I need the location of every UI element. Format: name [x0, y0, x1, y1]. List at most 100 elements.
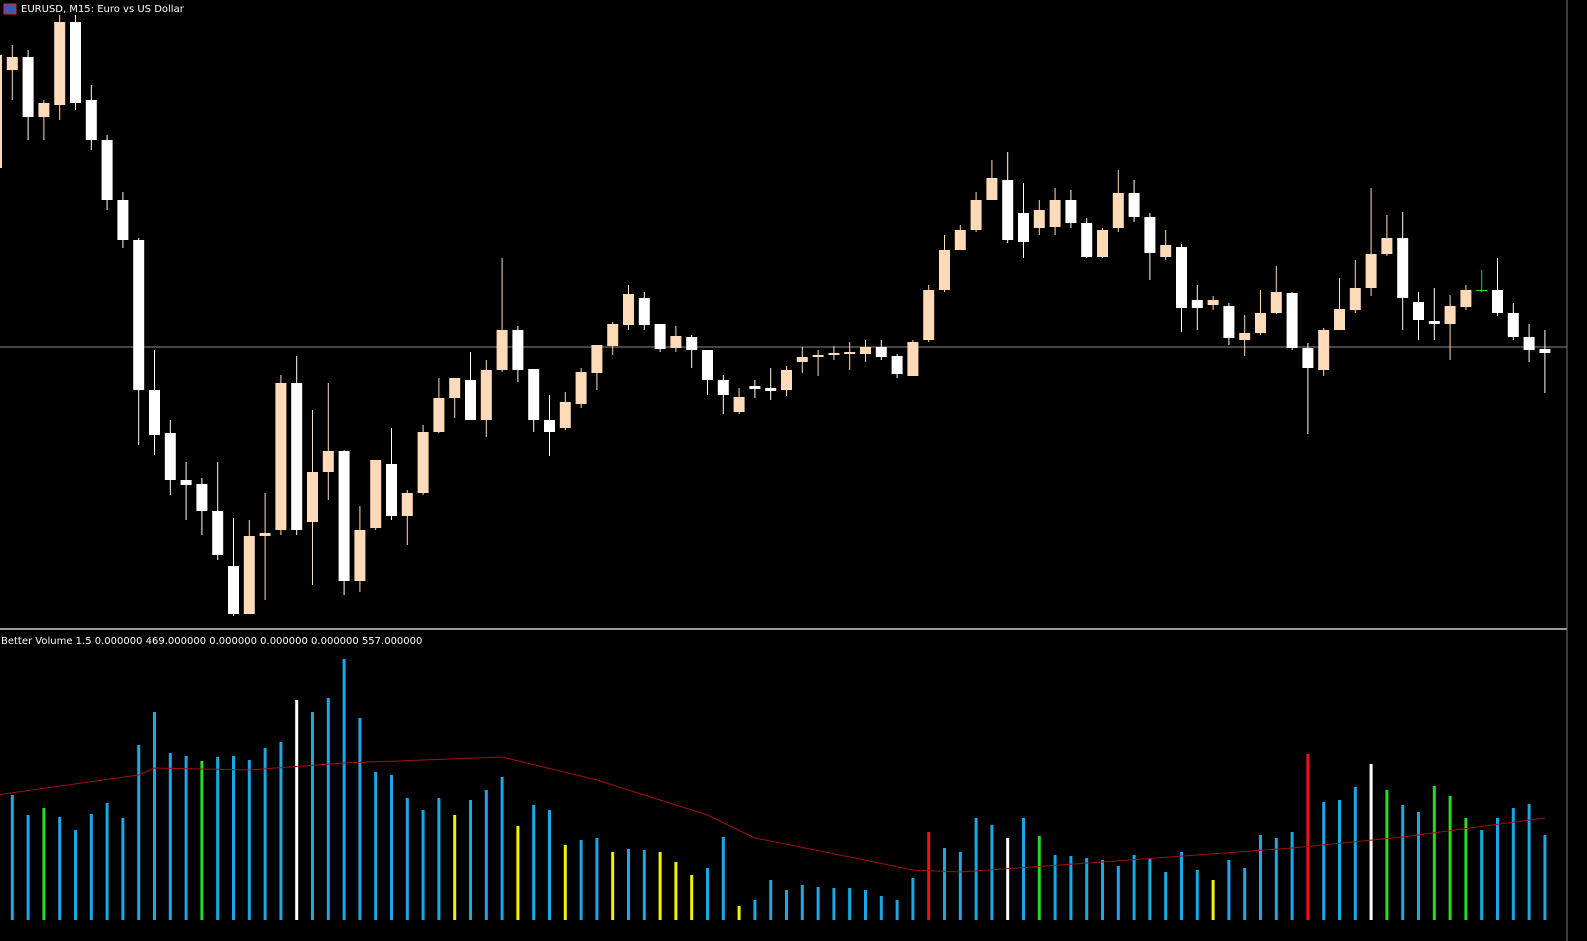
candle-body [1334, 309, 1345, 330]
volume-bar [595, 838, 599, 920]
volume-bar [10, 795, 14, 920]
candle-body [860, 347, 871, 354]
volume-bar [1322, 802, 1326, 920]
candle-body [338, 451, 350, 581]
volume-bar [1496, 818, 1499, 920]
volume-bar [469, 800, 472, 920]
volume-bar [753, 900, 757, 920]
volume-bar [816, 887, 820, 920]
volume-bar [532, 805, 536, 920]
candle-body [907, 342, 919, 376]
candle-body [307, 472, 318, 522]
volume-bar [848, 888, 852, 920]
candle-body [496, 330, 508, 370]
volume-bar [516, 826, 520, 920]
volume-bar [769, 880, 773, 920]
volume-bar [1180, 852, 1183, 920]
candle-body [117, 200, 129, 240]
candle-body [164, 433, 176, 480]
volume-bar [326, 698, 330, 920]
symbol-icon [3, 3, 17, 15]
candle-body [1381, 238, 1393, 254]
candle-body [1207, 300, 1219, 305]
candle-body [1476, 290, 1488, 291]
volume-bar [579, 840, 583, 920]
volume-bar [832, 888, 836, 920]
candle-body [1302, 348, 1314, 368]
candle-body [717, 380, 729, 395]
candle-body [1397, 238, 1409, 298]
volume-bar [1290, 832, 1294, 920]
volume-bar [737, 906, 741, 920]
volume-bar [611, 852, 615, 920]
candle-body [670, 336, 682, 348]
candle-body [1223, 306, 1235, 338]
volume-bar [453, 815, 457, 920]
volume-bar [642, 850, 646, 920]
volume-bar [1338, 800, 1341, 920]
candle-body [149, 390, 160, 435]
volume-bar [1480, 830, 1484, 920]
candle-body [70, 22, 81, 103]
candle-body [844, 352, 856, 354]
volume-bar [137, 745, 141, 920]
candle-body [38, 103, 50, 117]
candle-body [1144, 217, 1156, 253]
volume-bar [658, 852, 662, 920]
volume-bar [1543, 835, 1547, 920]
volume-bar [390, 775, 393, 920]
volume-bar [674, 862, 678, 920]
candle-body [1049, 200, 1061, 227]
volume-bar [1227, 860, 1231, 920]
candle-body [401, 493, 413, 516]
candle-body [654, 324, 666, 349]
candle-body [449, 378, 461, 398]
volume-bar [800, 885, 804, 920]
volume-bar [1006, 838, 1010, 920]
volume-bar [1353, 787, 1357, 920]
candle-body [417, 432, 429, 493]
candle-body [0, 55, 2, 168]
volume-bar [1069, 856, 1073, 920]
candle-body [243, 536, 255, 614]
volume-bar [26, 815, 30, 920]
candle-body [781, 370, 792, 390]
volume-bar [563, 845, 567, 920]
candle-body [275, 383, 287, 530]
candle-body [939, 250, 950, 290]
candle-body [1318, 330, 1330, 370]
candle-body [1191, 300, 1203, 308]
volume-bar [437, 798, 441, 920]
candle-body [133, 240, 145, 390]
volume-bar [484, 790, 488, 920]
candle-body [638, 298, 650, 325]
volume-bar [548, 810, 551, 920]
volume-bar [1527, 804, 1531, 920]
candle-body [291, 383, 303, 530]
volume-bar [1243, 868, 1247, 920]
volume-bar [1101, 860, 1104, 920]
volume-bar [864, 890, 867, 920]
candle-body [733, 397, 745, 412]
volume-bar [879, 896, 883, 920]
candle-body [986, 178, 998, 200]
volume-bar [74, 830, 77, 920]
candle-body [1523, 337, 1535, 350]
candle-body [1413, 302, 1424, 320]
candle-body [1444, 306, 1456, 324]
candle-body [386, 464, 397, 516]
candle-body [1255, 313, 1266, 333]
volume-bar [974, 818, 978, 920]
candle-body [544, 420, 555, 432]
volume-bar [168, 753, 172, 920]
chart-title: EURUSD, M15: Euro vs US Dollar [21, 4, 185, 15]
candle-body [812, 355, 824, 357]
candle-body [1349, 288, 1361, 310]
candle-body [1507, 313, 1519, 337]
candle-body [1428, 321, 1440, 324]
volume-bar [295, 700, 299, 920]
indicator-title: Better Volume 1.5 0.000000 469.000000 0.… [1, 636, 422, 647]
